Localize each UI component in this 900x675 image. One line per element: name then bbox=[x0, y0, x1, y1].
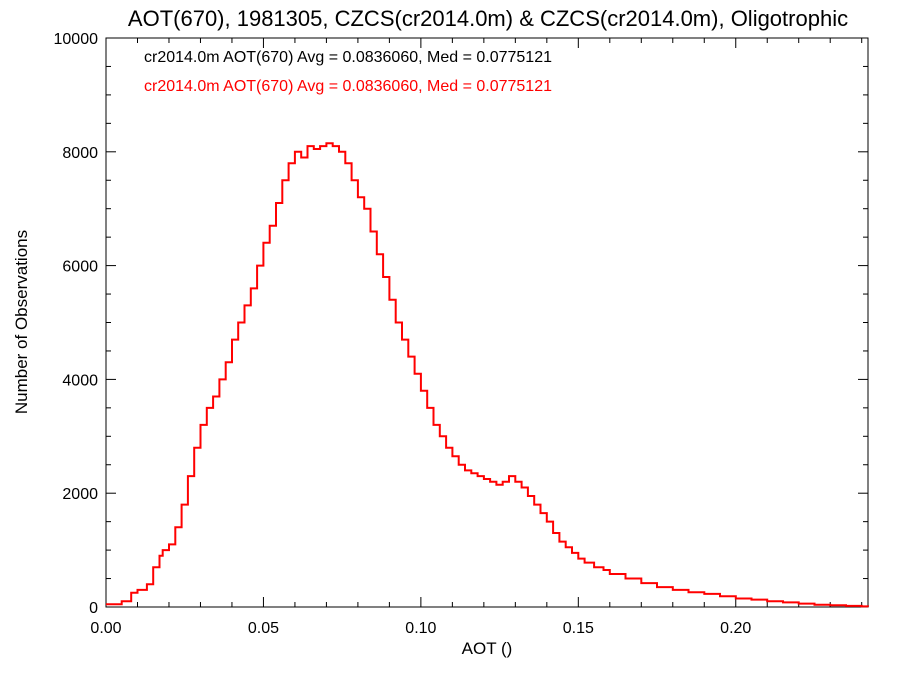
chart-title: AOT(670), 1981305, CZCS(cr2014.0m) & CZC… bbox=[128, 6, 848, 31]
stats-annotation-red: cr2014.0m AOT(670) Avg = 0.0836060, Med … bbox=[144, 78, 552, 95]
y-tick-label: 8000 bbox=[62, 145, 98, 162]
x-tick-label: 0.15 bbox=[563, 620, 594, 637]
x-tick-label: 0.00 bbox=[90, 620, 121, 637]
y-tick-label: 0 bbox=[89, 600, 98, 617]
y-tick-label: 10000 bbox=[54, 31, 99, 48]
y-tick-label: 4000 bbox=[62, 372, 98, 389]
y-axis-label: Number of Observations bbox=[12, 230, 31, 414]
histogram-series-line bbox=[106, 142, 869, 608]
stats-annotation-black: cr2014.0m AOT(670) Avg = 0.0836060, Med … bbox=[144, 49, 552, 66]
y-tick-label: 6000 bbox=[62, 259, 98, 276]
x-tick-label: 0.20 bbox=[720, 620, 751, 637]
x-tick-label: 0.10 bbox=[405, 620, 436, 637]
axis-ticks: 0.00 0.05 0.10 0.15 0.20 0 2000 4000 6000 8000 100… bbox=[54, 31, 868, 637]
plot-frame bbox=[105, 37, 869, 608]
x-tick-label: 0.05 bbox=[248, 620, 279, 637]
x-axis-label: AOT () bbox=[462, 639, 513, 658]
y-tick-label: 2000 bbox=[62, 486, 98, 503]
